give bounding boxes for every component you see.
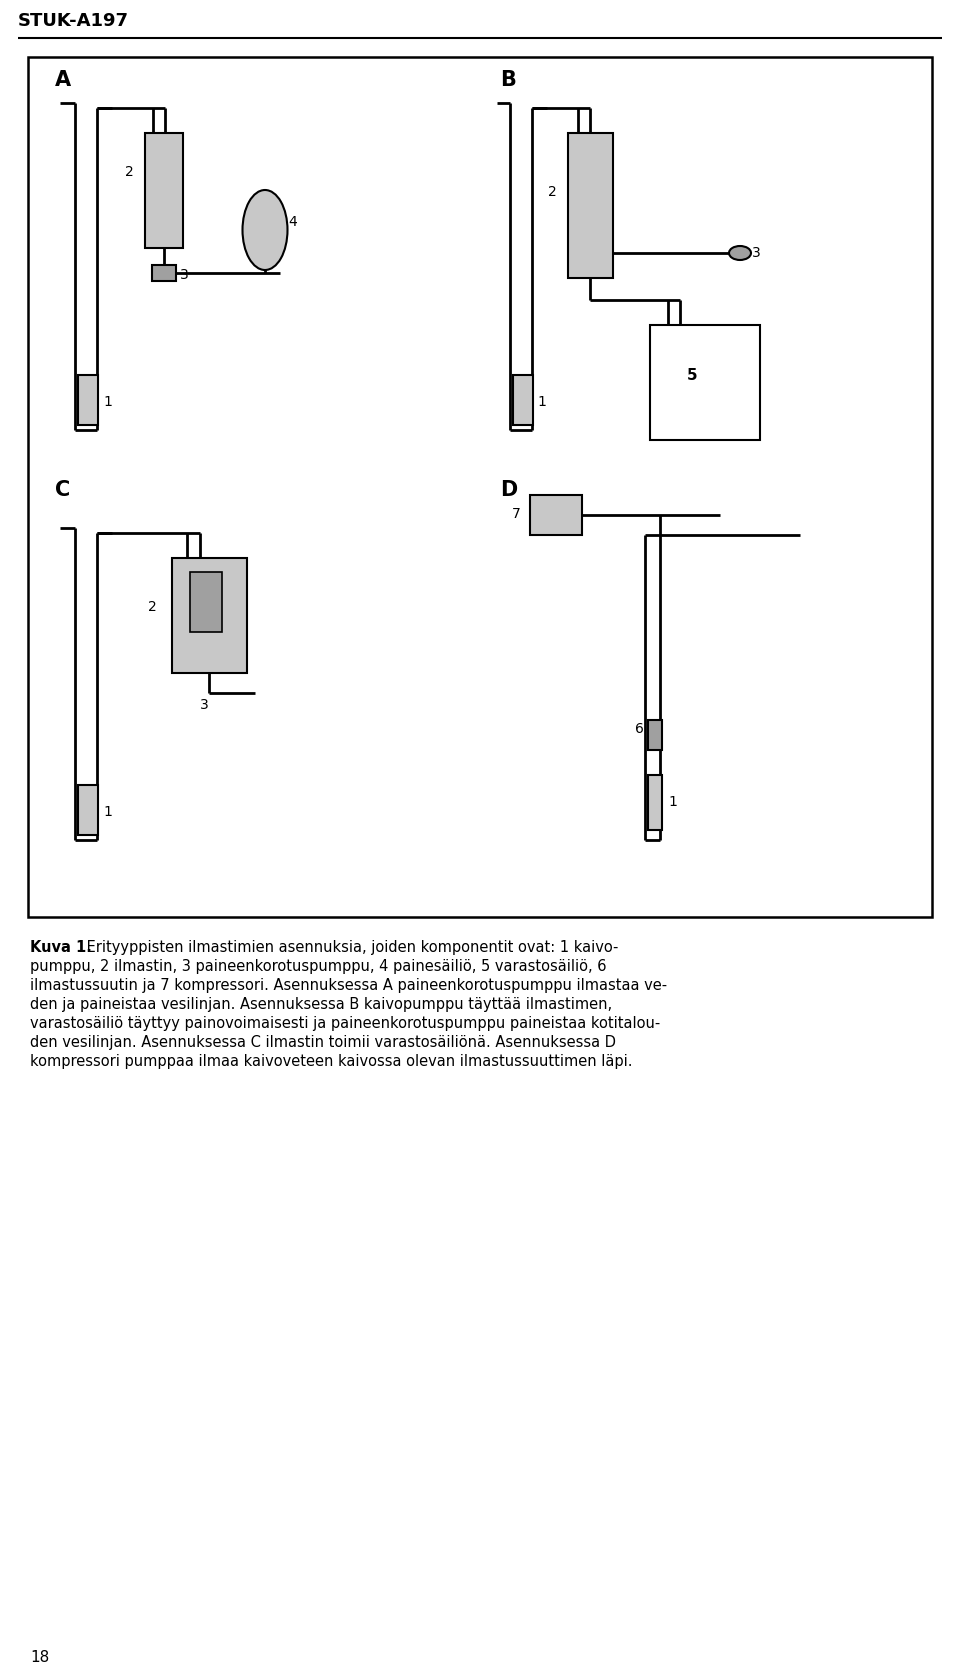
Bar (172, 558, 247, 672)
Text: B: B (500, 70, 516, 91)
Text: 1: 1 (103, 805, 112, 818)
Text: Erityyppisten ilmastimien asennuksia, joiden komponentit ovat: 1 kaivo-: Erityyppisten ilmastimien asennuksia, jo… (82, 941, 618, 954)
Text: den ja paineistaa vesilinjan. Asennuksessa B kaivopumppu täyttää ilmastimen,: den ja paineistaa vesilinjan. Asennukses… (30, 998, 612, 1011)
Bar (648, 775, 662, 830)
Bar (78, 785, 98, 835)
Text: 18: 18 (30, 1650, 49, 1665)
Text: D: D (500, 480, 517, 500)
Bar (78, 376, 98, 424)
Bar (190, 572, 222, 632)
Bar (568, 132, 613, 278)
Bar (650, 325, 760, 439)
Text: 2: 2 (125, 164, 133, 179)
Text: 6: 6 (635, 723, 644, 736)
Ellipse shape (243, 190, 287, 270)
Text: C: C (55, 480, 70, 500)
Text: 3: 3 (752, 247, 760, 260)
Text: 4: 4 (288, 215, 297, 230)
Text: den vesilinjan. Asennuksessa C ilmastin toimii varastosäiliönä. Asennuksessa D: den vesilinjan. Asennuksessa C ilmastin … (30, 1035, 616, 1050)
Text: 1: 1 (103, 396, 112, 409)
Text: 2: 2 (148, 600, 156, 614)
Bar (152, 265, 176, 282)
Text: kompressori pumppaa ilmaa kaivoveteen kaivossa olevan ilmastussuuttimen läpi.: kompressori pumppaa ilmaa kaivoveteen ka… (30, 1055, 633, 1068)
Text: 5: 5 (686, 367, 697, 382)
Text: Kuva 1.: Kuva 1. (30, 941, 92, 954)
Text: 1: 1 (537, 396, 546, 409)
Text: 1: 1 (668, 795, 677, 808)
Bar (513, 376, 533, 424)
Text: STUK-A197: STUK-A197 (18, 12, 129, 30)
Text: 3: 3 (200, 698, 208, 713)
Text: varastosäiliö täyttyy painovoimaisesti ja paineenkorotuspumppu paineistaa kotita: varastosäiliö täyttyy painovoimaisesti j… (30, 1016, 660, 1031)
Bar (28, 57, 932, 917)
Ellipse shape (729, 247, 751, 260)
Text: pumppu, 2 ilmastin, 3 paineenkorotuspumppu, 4 painesäiliö, 5 varastosäiliö, 6: pumppu, 2 ilmastin, 3 paineenkorotuspump… (30, 959, 607, 974)
Text: 3: 3 (180, 268, 189, 282)
Text: ilmastussuutin ja 7 kompressori. Asennuksessa A paineenkorotuspumppu ilmastaa ve: ilmastussuutin ja 7 kompressori. Asennuk… (30, 978, 667, 993)
Bar (145, 132, 183, 248)
Text: 2: 2 (548, 184, 557, 200)
Bar (648, 719, 662, 750)
Bar (530, 495, 582, 535)
Text: 7: 7 (512, 506, 520, 522)
Text: A: A (55, 70, 71, 91)
